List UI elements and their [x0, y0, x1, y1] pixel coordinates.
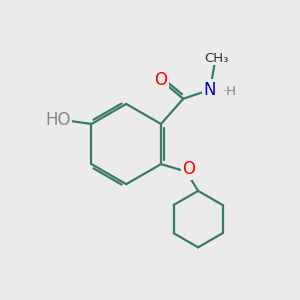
- Text: N: N: [204, 81, 216, 99]
- Text: HO: HO: [45, 110, 70, 128]
- Text: O: O: [154, 71, 167, 89]
- Text: ·H: ·H: [223, 85, 236, 98]
- Text: O: O: [182, 160, 195, 178]
- Text: CH₃: CH₃: [204, 52, 228, 64]
